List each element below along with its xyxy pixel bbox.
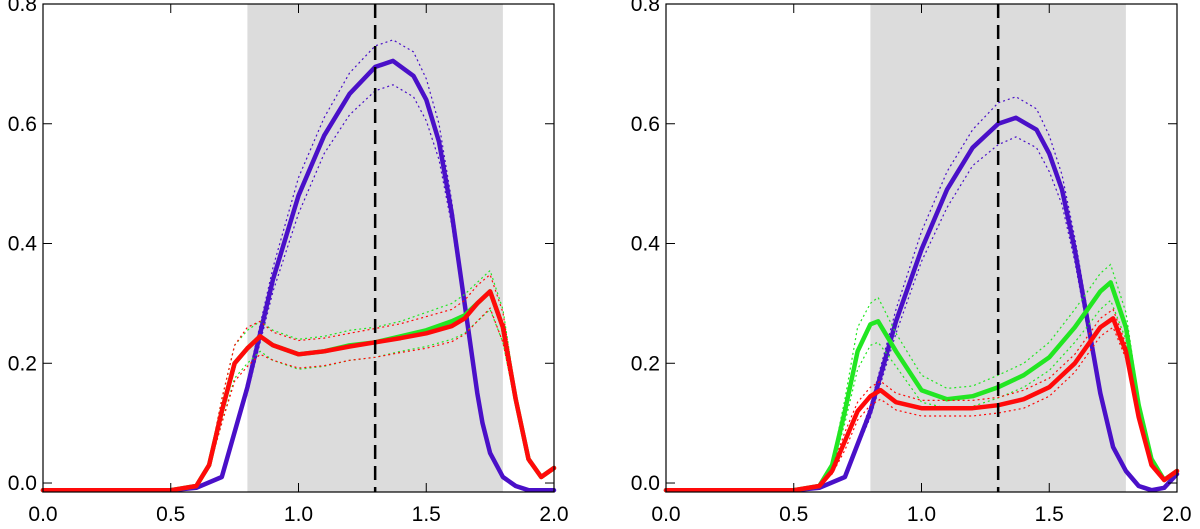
y-tick-label: 0.0: [631, 472, 660, 495]
y-tick-label: 0.4: [8, 233, 38, 256]
x-tick-label: 1.0: [907, 503, 936, 526]
series-0-line: [663, 115, 1180, 493]
series-2-line: [40, 289, 557, 493]
x-tick-label: 1.0: [284, 503, 313, 526]
x-tick-label: 1.5: [412, 503, 441, 526]
series-0: [40, 39, 557, 493]
x-tick-label: 2.0: [539, 503, 568, 526]
series-2-line: [663, 316, 1180, 493]
y-tick-label: 0.2: [631, 352, 660, 375]
y-tick-label: 0.6: [631, 113, 660, 136]
x-tick-label: 2.0: [1162, 503, 1191, 526]
y-tick-label: 0.0: [8, 472, 37, 495]
right-panel: 0.0 0.5 1.0 1.5 2.0 0.0 0.2 0.4 0.6 0.8: [631, 0, 1192, 526]
x-tick-label: 0.5: [779, 503, 808, 526]
series-2-lower-band: [666, 326, 1178, 491]
series-1-line: [663, 280, 1180, 493]
y-tick-label: 0.8: [8, 0, 37, 16]
series-2: [663, 308, 1180, 493]
y-tick-label: 0.8: [631, 0, 660, 16]
y-tick-label: 0.4: [631, 233, 661, 256]
x-tick-label: 1.5: [1035, 503, 1064, 526]
y-tick-label: 0.6: [8, 113, 37, 136]
x-tick-label: 0.5: [156, 503, 185, 526]
series-2: [40, 273, 557, 493]
series-0-line: [40, 58, 557, 493]
series-0: [663, 96, 1180, 493]
series-1-lower-band: [43, 308, 555, 491]
left-panel: 0.0 0.5 1.0 1.5 2.0 0.0 0.2 0.4 0.6 0.8: [8, 0, 569, 526]
x-tick-label: 0.0: [651, 503, 680, 526]
y-tick-label: 0.2: [8, 352, 37, 375]
x-tick-label: 0.0: [28, 503, 57, 526]
